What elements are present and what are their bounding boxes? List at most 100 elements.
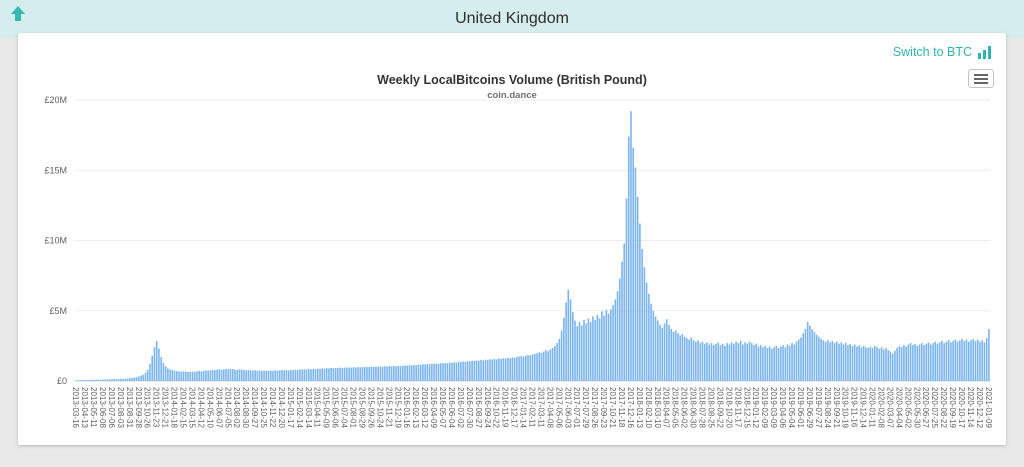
- volume-bar: [339, 367, 341, 381]
- volume-bar: [918, 344, 921, 381]
- x-axis-label: 2020-05-02: [903, 387, 912, 428]
- x-axis-label: 2019-04-06: [778, 387, 787, 428]
- volume-bar: [460, 362, 462, 381]
- volume-bar: [520, 355, 523, 381]
- volume-bar: [768, 346, 771, 381]
- volume-bar: [372, 366, 375, 381]
- volume-bar: [912, 345, 914, 381]
- volume-bar: [831, 340, 834, 381]
- volume-bar: [160, 357, 162, 381]
- volume-bar: [840, 342, 843, 381]
- x-axis-label: 2019-09-21: [832, 387, 841, 428]
- volume-bar: [126, 378, 129, 381]
- volume-bar: [464, 361, 467, 381]
- volume-bar: [408, 365, 411, 381]
- volume-bar: [428, 364, 431, 381]
- volume-bar: [214, 370, 216, 381]
- volume-bar: [688, 339, 690, 381]
- volume-bar: [290, 369, 292, 381]
- volume-bar: [811, 329, 813, 381]
- y-axis-label: £15M: [44, 165, 67, 175]
- x-axis-label: 2017-03-11: [536, 387, 545, 428]
- volume-bar: [229, 368, 232, 381]
- volume-bar: [256, 370, 259, 381]
- x-axis-label: 2019-01-12: [751, 387, 760, 428]
- volume-bar: [659, 324, 661, 381]
- x-axis-label: 2020-05-30: [912, 387, 921, 428]
- x-axis-label: 2016-09-24: [483, 387, 492, 428]
- volume-bar: [176, 371, 178, 381]
- volume-bar: [142, 374, 145, 381]
- volume-bar: [701, 341, 704, 381]
- volume-bar: [737, 343, 740, 381]
- volume-bar: [426, 364, 429, 381]
- volume-bar: [643, 267, 646, 381]
- volume-bar: [739, 340, 742, 381]
- x-axis-label: 2013-08-31: [125, 387, 134, 428]
- chart-subtitle: coin.dance: [487, 90, 537, 101]
- x-axis-label: 2014-08-30: [241, 387, 250, 428]
- volume-bar: [363, 367, 366, 381]
- volume-bar: [632, 147, 634, 381]
- volume-bar: [495, 359, 498, 381]
- volume-bar: [927, 342, 930, 381]
- volume-bar: [802, 333, 805, 381]
- volume-bar: [178, 371, 180, 381]
- volume-bar: [480, 359, 482, 381]
- x-axis-label: 2017-05-06: [554, 387, 563, 428]
- volume-bar: [657, 320, 659, 381]
- volume-bar: [598, 318, 601, 381]
- volume-bar: [780, 346, 782, 381]
- volume-bar: [296, 369, 299, 381]
- volume-bar: [79, 380, 82, 381]
- x-axis-label: 2018-06-30: [689, 387, 698, 428]
- x-axis-label: 2019-02-09: [760, 387, 769, 428]
- volume-bar: [375, 366, 377, 381]
- volume-bar: [929, 344, 932, 381]
- volume-bar: [934, 341, 937, 381]
- volume-bar: [236, 369, 239, 381]
- volume-bar: [775, 345, 778, 382]
- volume-bar: [627, 136, 630, 381]
- volume-bar: [923, 345, 925, 381]
- volume-bar: [882, 349, 885, 381]
- volume-bar: [896, 347, 898, 381]
- volume-bar: [384, 366, 386, 381]
- x-axis-label: 2019-07-27: [814, 387, 823, 428]
- top-bar: United Kingdom: [0, 0, 1024, 38]
- volume-bar: [381, 366, 384, 381]
- volume-bar: [357, 367, 359, 381]
- volume-bar: [603, 315, 605, 381]
- volume-bar: [285, 370, 288, 381]
- volume-bar: [891, 353, 894, 381]
- x-axis-label: 2015-11-21: [384, 387, 393, 428]
- volume-bar: [558, 338, 561, 381]
- volume-bar: [791, 343, 793, 381]
- volume-bar: [719, 345, 722, 381]
- chart-context-menu-button[interactable]: [968, 69, 994, 88]
- volume-bar: [587, 318, 590, 381]
- volume-bar: [947, 340, 950, 381]
- x-axis-label: 2019-12-14: [859, 387, 868, 428]
- volume-bar: [766, 347, 769, 381]
- x-axis-label: 2020-10-17: [957, 387, 966, 428]
- volume-bar: [755, 343, 758, 381]
- volume-bar: [717, 342, 720, 381]
- x-axis-label: 2017-11-18: [617, 387, 626, 428]
- volume-bar: [406, 365, 409, 381]
- x-axis-label: 2019-03-09: [769, 387, 778, 428]
- volume-bar: [182, 371, 185, 381]
- volume-bar: [842, 344, 845, 381]
- x-axis-label: 2014-10-25: [259, 387, 268, 428]
- volume-bar: [93, 379, 95, 381]
- volume-bar: [502, 358, 505, 381]
- volume-bar: [377, 366, 379, 381]
- volume-bar: [945, 341, 948, 381]
- volume-bar: [471, 360, 473, 381]
- switch-to-btc-link[interactable]: Switch to BTC: [892, 45, 972, 59]
- up-arrow-icon[interactable]: [8, 4, 28, 24]
- x-axis-label: 2013-08-03: [116, 387, 125, 428]
- volume-bar: [516, 356, 518, 381]
- x-axis-label: 2015-10-24: [375, 387, 384, 428]
- volume-bar: [153, 347, 156, 381]
